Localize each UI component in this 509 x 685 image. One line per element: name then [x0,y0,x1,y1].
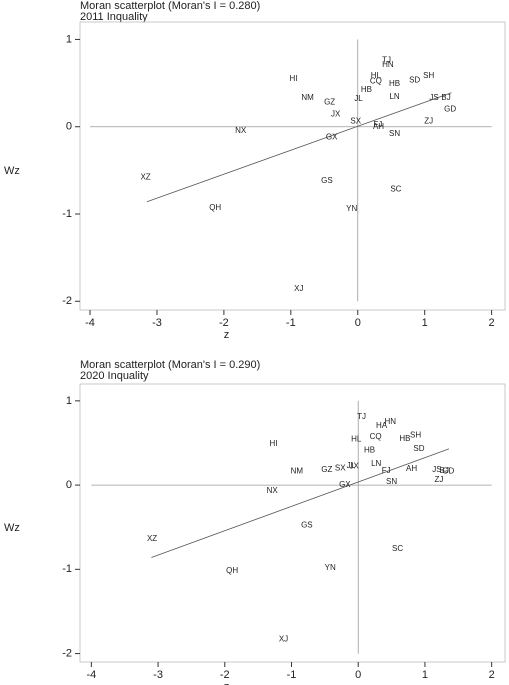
x-tick-label: -1 [286,317,296,329]
point-label: SX [350,117,361,126]
x-tick-label: -3 [152,317,162,329]
y-tick-label: -1 [62,563,72,575]
point-label: HL [371,71,382,80]
chart-subtitle: 2020 Inquality [80,370,149,382]
point-label: HI [290,74,298,83]
point-label: FJ [382,466,391,475]
x-tick-label: 0 [355,669,361,681]
point-label: BJ [441,93,450,102]
point-label: SH [410,430,421,439]
point-label: JL [354,94,363,103]
point-label: SN [386,477,397,486]
y-tick-label: -1 [62,208,72,220]
x-tick-label: -4 [86,669,96,681]
point-label: BJ [440,466,449,475]
point-label: GS [321,176,333,185]
x-tick-label: -2 [220,669,230,681]
point-label: QH [226,566,238,575]
x-axis-label: z [224,329,230,341]
point-label: NX [235,126,247,135]
point-label: GX [339,480,351,489]
point-label: SH [423,71,434,80]
point-label: GD [442,467,454,476]
y-tick-label: 1 [66,395,72,407]
point-label: SD [409,76,420,85]
point-label: LN [371,459,381,468]
x-tick-label: 1 [422,669,428,681]
point-label: JX [331,110,341,119]
point-label: XJ [279,634,288,643]
x-tick-label: 2 [489,669,495,681]
point-label: YN [325,563,336,572]
point-label: ZJ [435,475,444,484]
point-label: SN [389,129,400,138]
point-label: LN [389,92,399,101]
point-label: GX [326,132,338,141]
x-tick-label: 1 [422,317,428,329]
y-axis-label: Wz [4,522,20,534]
point-label: HB [361,85,372,94]
point-label: JX [350,462,360,471]
y-tick-label: 0 [66,121,72,133]
point-label: HA [376,421,388,430]
point-label: AH [406,464,417,473]
point-label: SC [392,544,403,553]
point-label: HB [399,434,410,443]
x-tick-label: -3 [153,669,163,681]
y-tick-label: -2 [62,295,72,307]
point-label: CQ [370,76,382,85]
point-label: GZ [321,465,332,474]
x-axis-label: z [224,681,230,685]
x-tick-label: -4 [85,317,95,329]
y-axis-label: Wz [4,165,20,177]
point-label: JL [347,461,356,470]
point-label: TJ [357,412,366,421]
point-label: XZ [140,172,150,181]
point-label: ZJ [424,117,433,126]
x-tick-label: -2 [219,317,229,329]
trend-line [151,448,450,558]
x-tick-label: 2 [489,317,495,329]
chart-title: Moran scatterplot (Moran's I = 0.290) [80,359,260,371]
point-label: CQ [370,432,382,441]
y-tick-label: 0 [66,479,72,491]
plot-frame [79,21,506,311]
point-label: GS [301,521,313,530]
point-label: NM [291,467,304,476]
point-label: NX [267,486,279,495]
point-label: NM [301,93,314,102]
point-label: HB [364,446,375,455]
point-label: HL [351,435,362,444]
point-label: SX [335,463,346,472]
point-label: XJ [294,284,303,293]
chart-title: Moran scatterplot (Moran's I = 0.280) [80,0,260,12]
x-tick-label: -1 [287,669,297,681]
point-label: YN [346,204,357,213]
point-label: FJ [373,120,382,129]
y-tick-label: -2 [62,647,72,659]
point-label: HN [384,417,396,426]
y-tick-label: 1 [66,33,72,45]
point-label: HN [382,60,394,69]
point-label: TJ [382,56,391,65]
point-label: GZ [324,97,335,106]
plot-frame [79,383,506,663]
point-label: HB [389,79,400,88]
point-label: JS [432,465,441,474]
point-label: AH [373,122,384,131]
point-label: QH [209,203,221,212]
x-tick-label: 0 [355,317,361,329]
point-label: SC [390,185,401,194]
trend-line [146,92,452,203]
point-label: SD [413,444,424,453]
point-label: GD [444,104,456,113]
point-label: XZ [147,534,157,543]
point-label: HI [269,439,277,448]
point-label: JS [429,93,438,102]
chart-subtitle: 2011 Inquality [80,11,148,23]
